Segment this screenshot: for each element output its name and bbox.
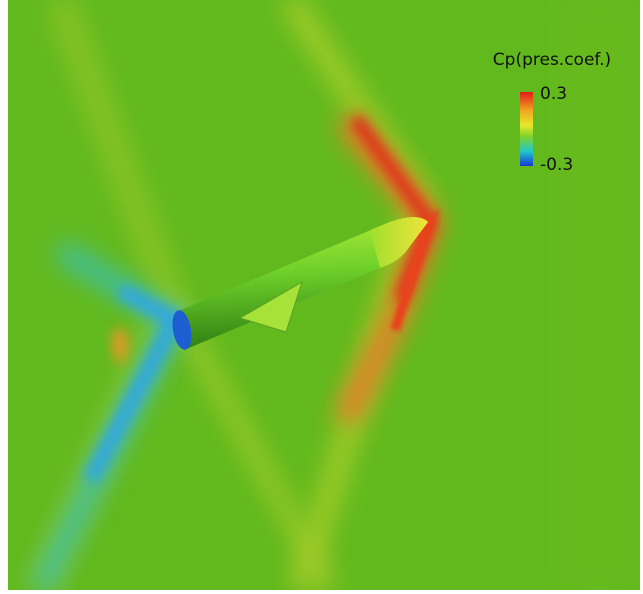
- colorbar-min-label: -0.3: [540, 155, 573, 175]
- colorbar-gradient: [520, 92, 533, 166]
- page: Cp(pres.coef.) 0.3 -0.3 (() => { const d…: [0, 0, 643, 594]
- colorbar-title: Cp(pres.coef.): [493, 50, 611, 70]
- colorbar-max-label: 0.3: [540, 84, 567, 104]
- visualization: Cp(pres.coef.) 0.3 -0.3: [0, 0, 643, 594]
